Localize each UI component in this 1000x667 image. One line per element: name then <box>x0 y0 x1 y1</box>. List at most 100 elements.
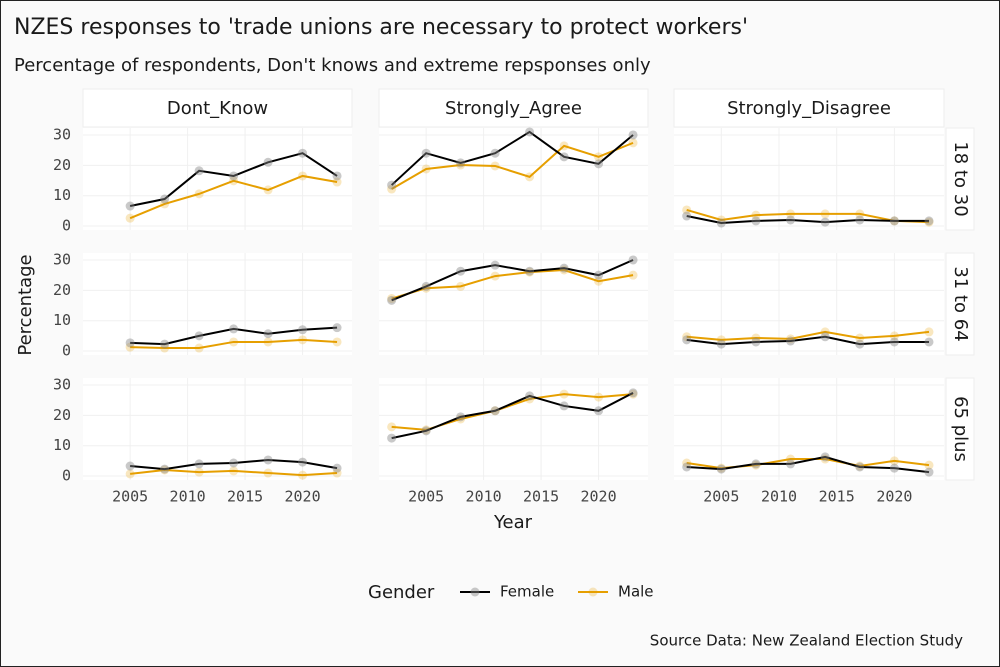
line <box>686 335 929 346</box>
point <box>559 389 569 399</box>
point <box>889 216 899 226</box>
line <box>391 268 634 300</box>
point <box>490 260 500 270</box>
point <box>855 333 865 343</box>
strip <box>378 88 649 128</box>
row-label: 31 to 64 <box>950 266 971 341</box>
point <box>229 337 239 347</box>
point <box>751 460 761 470</box>
point <box>594 276 604 286</box>
point <box>125 469 135 479</box>
y-tick-label: 30 <box>53 250 71 268</box>
x-tick-label: 2015 <box>523 488 559 506</box>
point <box>820 209 830 219</box>
x-tick-label: 2005 <box>408 488 444 506</box>
point <box>160 199 170 209</box>
point <box>751 459 761 469</box>
point <box>160 464 170 474</box>
point <box>421 281 431 291</box>
panel <box>379 253 648 355</box>
x-tick-label: 2020 <box>581 488 617 506</box>
point <box>628 255 638 265</box>
line <box>129 152 338 207</box>
y-axis-label: Percentage <box>15 254 36 355</box>
panel <box>83 128 352 230</box>
x-tick-label: 2005 <box>112 488 148 506</box>
y-tick-label: 0 <box>62 342 71 360</box>
point <box>194 459 204 469</box>
line <box>686 330 930 341</box>
point <box>751 216 761 226</box>
point <box>682 335 692 345</box>
point <box>332 468 342 478</box>
point <box>559 152 569 162</box>
point <box>332 337 342 347</box>
line <box>686 215 929 225</box>
line <box>129 174 338 220</box>
point <box>786 459 796 469</box>
point <box>421 148 431 158</box>
panel <box>674 378 944 480</box>
point <box>263 468 273 478</box>
point <box>786 336 796 346</box>
y-tick-label: 20 <box>53 156 71 174</box>
point <box>125 213 135 223</box>
point <box>855 209 865 219</box>
point <box>263 185 273 195</box>
y-tick-label: 20 <box>53 281 71 299</box>
panel <box>83 253 352 355</box>
point <box>298 470 308 480</box>
point <box>682 462 692 472</box>
point <box>751 337 761 347</box>
point <box>421 426 431 436</box>
x-tick-label: 2005 <box>703 488 739 506</box>
point <box>490 271 500 281</box>
point <box>682 205 692 215</box>
point <box>332 177 342 187</box>
point <box>194 189 204 199</box>
point <box>421 164 431 174</box>
chart-subtitle: Percentage of respondents, Don't knows a… <box>14 55 651 76</box>
point <box>490 148 500 158</box>
point <box>594 152 604 162</box>
point <box>229 171 239 181</box>
y-tick-label: 10 <box>53 311 71 329</box>
point <box>559 263 569 273</box>
point <box>298 148 308 158</box>
point <box>387 295 397 305</box>
point <box>820 452 830 462</box>
point <box>786 454 796 464</box>
point <box>456 266 466 276</box>
strip <box>945 127 975 231</box>
point <box>298 335 308 345</box>
legend-label: Female <box>500 583 554 601</box>
point <box>298 325 308 335</box>
x-tick-label: 2010 <box>761 488 797 506</box>
point <box>490 406 500 416</box>
point <box>160 194 170 204</box>
point <box>160 343 170 353</box>
x-tick-label: 2020 <box>285 488 321 506</box>
point <box>889 456 899 466</box>
point <box>125 461 135 471</box>
strip <box>673 88 945 128</box>
legend-title: Gender <box>368 582 435 603</box>
point <box>160 339 170 349</box>
point <box>924 467 934 477</box>
x-tick-label: 2015 <box>819 488 855 506</box>
point <box>682 211 692 221</box>
point <box>332 463 342 473</box>
line <box>130 326 338 346</box>
row-label: 18 to 30 <box>950 141 971 216</box>
point <box>456 281 466 291</box>
point <box>194 467 204 477</box>
line <box>686 209 930 224</box>
point <box>387 422 397 432</box>
point <box>387 433 397 443</box>
point <box>525 391 535 401</box>
line <box>390 130 634 186</box>
x-tick-label: 2010 <box>170 488 206 506</box>
point <box>820 327 830 337</box>
legend-key <box>588 587 598 597</box>
